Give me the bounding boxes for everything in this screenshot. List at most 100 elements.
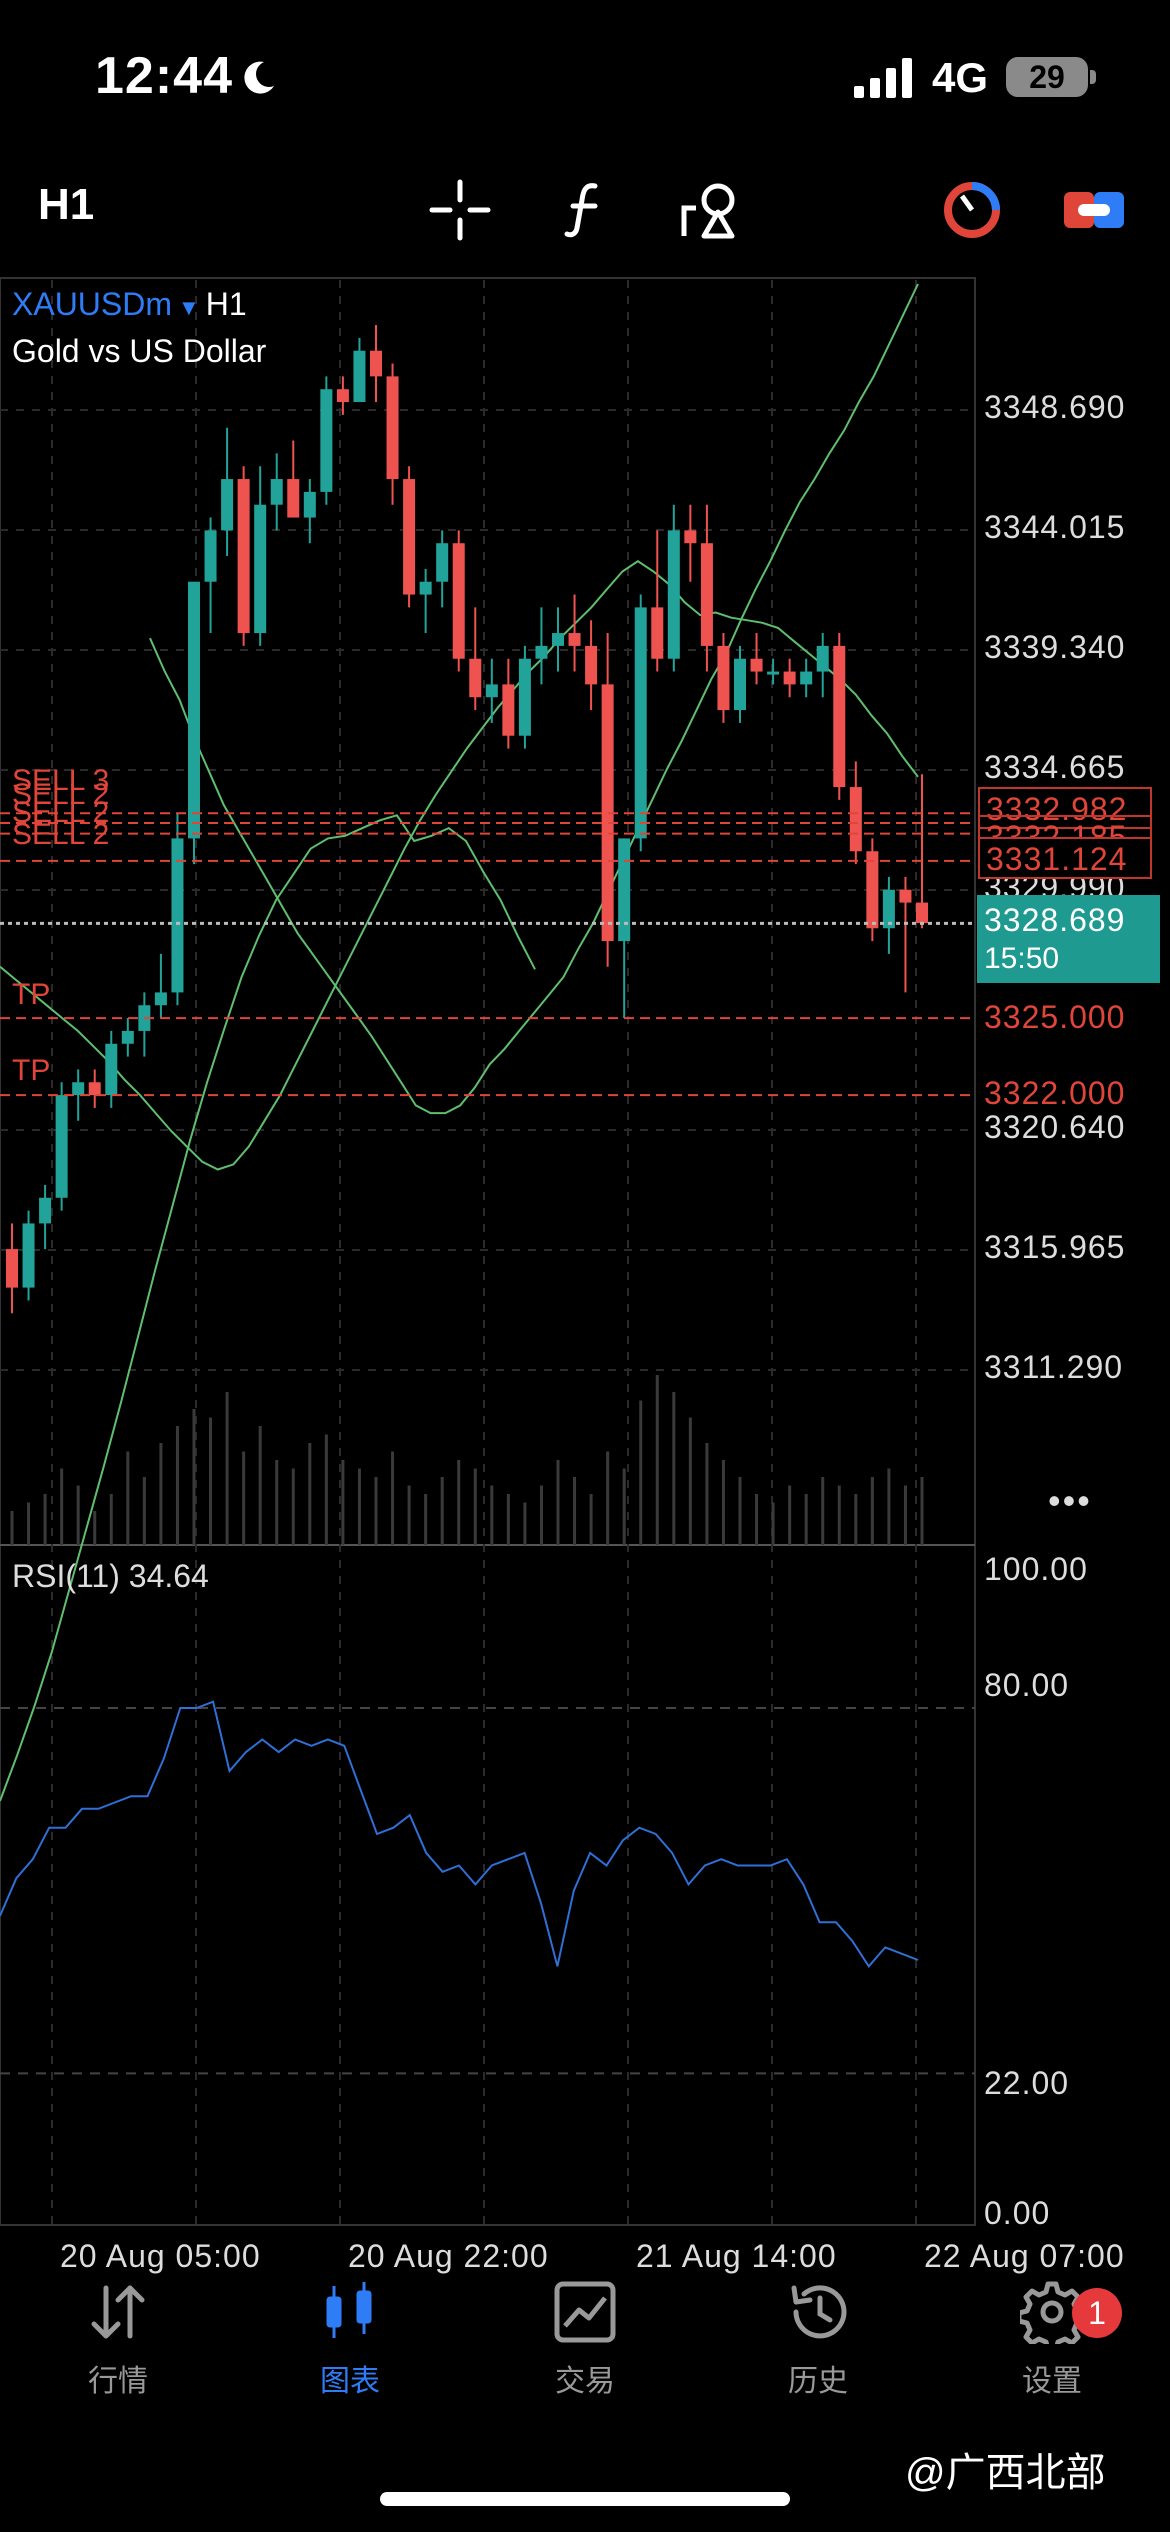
- symbol-header[interactable]: XAUUSDm ▼ H1: [12, 286, 247, 323]
- candle-body: [568, 633, 581, 646]
- current-price: 3328.689: [984, 902, 1126, 938]
- candle-body: [204, 530, 217, 582]
- more-icon[interactable]: •••: [1048, 1480, 1092, 1521]
- candle-body: [717, 645, 730, 711]
- rsi-axis-label: 100.00: [984, 1551, 1088, 1587]
- price-axis-label: 3334.665: [984, 749, 1126, 785]
- price-axis-label: 3339.340: [984, 629, 1126, 665]
- symbol-dropdown-icon[interactable]: ▼: [178, 295, 200, 320]
- candle-body: [634, 607, 647, 839]
- sell-order-label[interactable]: SELL 3: [12, 764, 110, 797]
- candle-body: [833, 645, 846, 788]
- nav-label: 图表: [320, 2365, 380, 2398]
- sl-price-label: 3331.124: [986, 841, 1128, 877]
- candle-body: [899, 889, 912, 903]
- chart-frame: [0, 277, 976, 2226]
- sl-price-box[interactable]: 3331.124: [978, 837, 1152, 879]
- signal-icon: [854, 58, 912, 98]
- function-icon[interactable]: [555, 178, 619, 242]
- rsi-label: RSI(11) 34.64: [12, 1558, 209, 1594]
- current-price-box: [977, 895, 1160, 983]
- chart-icon: [326, 2282, 372, 2338]
- candle-body: [55, 1095, 68, 1198]
- candle-body: [403, 479, 416, 595]
- candle-body: [684, 530, 697, 544]
- tp-price-label: 3322.000: [984, 1075, 1126, 1111]
- candle-body: [419, 581, 432, 595]
- candle-body: [585, 645, 598, 685]
- network-type: 4G: [932, 54, 989, 101]
- candle-body: [783, 671, 796, 685]
- objects-icon[interactable]: [678, 178, 742, 242]
- candle-body: [700, 543, 713, 646]
- candle-body: [386, 376, 399, 480]
- quotes-icon: [91, 2285, 145, 2339]
- candle-body: [667, 530, 680, 659]
- candle-body: [866, 851, 879, 929]
- candle-body: [353, 350, 366, 403]
- tp-order-label[interactable]: TP: [12, 978, 51, 1011]
- bollinger-lower: [0, 814, 536, 1802]
- candle-body: [287, 479, 300, 518]
- candle-body: [816, 645, 829, 672]
- candle-body: [651, 607, 664, 659]
- candle-body: [750, 658, 763, 672]
- sl-price-box[interactable]: 3332.982: [978, 787, 1152, 829]
- candle-body: [270, 479, 283, 505]
- sell-order-label[interactable]: SELL 2: [12, 818, 110, 851]
- nav-label: 交易: [555, 2365, 615, 2398]
- symbol-name[interactable]: XAUUSDm: [12, 286, 173, 322]
- candle-body: [436, 543, 449, 582]
- candle-body: [734, 658, 746, 711]
- status-time: 12:44: [95, 47, 233, 105]
- candle-body: [485, 684, 498, 698]
- candle-body: [121, 1030, 134, 1044]
- candle-body: [171, 838, 184, 993]
- bottom-nav: 行情 图表 交易 历史 设置: [0, 2280, 1170, 2400]
- trade-switch-icon[interactable]: [1062, 178, 1126, 242]
- nav-charts[interactable]: 图表: [270, 2280, 430, 2400]
- price-chart[interactable]: [0, 275, 1170, 2265]
- timeframe-button[interactable]: H1: [38, 180, 95, 229]
- watermark: @广西北部: [905, 2451, 1106, 2495]
- candle-body: [6, 1249, 18, 1288]
- sell-order-label[interactable]: SELL 2: [12, 778, 110, 811]
- symbol-timeframe: H1: [205, 286, 247, 322]
- nav-trade[interactable]: 交易: [505, 2280, 665, 2400]
- candle-body: [336, 389, 349, 403]
- sl-price-label: 3332.982: [986, 791, 1128, 827]
- candle-body: [552, 633, 564, 646]
- rsi-axis-label: 22.00: [984, 2065, 1070, 2101]
- candle-body: [452, 543, 465, 659]
- candle-body: [88, 1082, 101, 1096]
- settings-badge: 1: [1072, 2288, 1122, 2338]
- candle-body: [370, 350, 382, 377]
- moon-icon: [244, 61, 274, 94]
- candle-body: [849, 787, 862, 852]
- nav-history[interactable]: 历史: [738, 2280, 898, 2400]
- candle-body: [303, 491, 316, 518]
- candle-body: [22, 1223, 35, 1288]
- rsi-axis-label: 80.00: [984, 1667, 1070, 1703]
- candle-body: [154, 992, 167, 1006]
- crosshair-icon[interactable]: [428, 178, 492, 242]
- price-axis-label: 3311.290: [984, 1349, 1124, 1385]
- history-icon: [791, 2285, 847, 2339]
- candle-body: [254, 504, 267, 634]
- battery-level: 29: [1029, 59, 1065, 95]
- price-axis-label: 3315.965: [984, 1229, 1126, 1265]
- account-icon[interactable]: [940, 178, 1004, 242]
- symbol-description: Gold vs US Dollar: [12, 333, 267, 369]
- candle-body: [221, 479, 234, 531]
- sell-order-label[interactable]: SELL 2: [12, 796, 110, 829]
- candle-body: [105, 1043, 118, 1096]
- candle-body: [502, 684, 515, 736]
- nav-label: 历史: [788, 2365, 848, 2398]
- price-axis-label: 3344.015: [984, 509, 1126, 545]
- candle-body: [39, 1197, 52, 1224]
- candle-body: [767, 671, 780, 675]
- nav-quotes[interactable]: 行情: [38, 2280, 198, 2400]
- trade-icon: [554, 2281, 616, 2343]
- tp-order-label[interactable]: TP: [12, 1054, 51, 1087]
- home-indicator[interactable]: [380, 2492, 790, 2506]
